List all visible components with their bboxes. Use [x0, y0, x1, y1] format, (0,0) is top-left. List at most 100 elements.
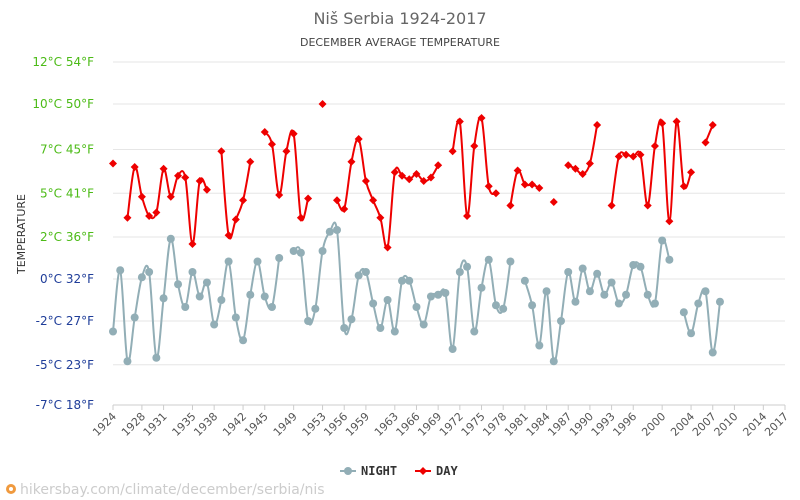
night-point-1982[interactable] — [528, 301, 537, 310]
night-point-1977[interactable] — [491, 301, 500, 310]
day-point-1936[interactable] — [195, 177, 204, 185]
night-point-1987[interactable] — [564, 268, 573, 276]
day-point-1956[interactable] — [340, 205, 349, 213]
night-point-1969[interactable] — [434, 290, 443, 299]
night-point-1935[interactable] — [188, 268, 197, 276]
night-point-1975[interactable] — [477, 283, 486, 292]
night-point-1992[interactable] — [600, 290, 609, 299]
night-point-1985[interactable] — [549, 357, 558, 366]
night-point-1946[interactable] — [267, 303, 276, 311]
day-point-1939[interactable] — [217, 147, 226, 156]
day-point-1968[interactable] — [426, 173, 435, 182]
day-point-2006[interactable] — [701, 138, 710, 147]
night-point-1953[interactable] — [318, 247, 327, 255]
night-point-1997[interactable] — [636, 262, 645, 271]
day-point-1958[interactable] — [354, 135, 363, 143]
day-point-1993[interactable] — [607, 201, 616, 210]
day-point-2003[interactable] — [679, 182, 688, 191]
day-point-1949[interactable] — [289, 129, 298, 138]
day-point-1969[interactable] — [434, 161, 443, 170]
day-point-1971[interactable] — [448, 147, 457, 156]
night-point-1994[interactable] — [614, 299, 623, 308]
day-point-1946[interactable] — [267, 140, 276, 149]
day-point-1926[interactable] — [123, 213, 132, 222]
night-point-1952[interactable] — [311, 304, 320, 313]
night-point-1926[interactable] — [123, 357, 132, 366]
night-point-1978[interactable] — [499, 304, 508, 313]
day-point-1943[interactable] — [246, 157, 255, 166]
legend-item-day[interactable]: DAY — [415, 464, 458, 478]
day-point-1998[interactable] — [643, 201, 652, 210]
night-point-1942[interactable] — [239, 336, 248, 345]
day-point-1994[interactable] — [614, 152, 623, 161]
day-point-2000[interactable] — [658, 119, 667, 128]
night-point-1931[interactable] — [159, 294, 168, 303]
night-point-1979[interactable] — [506, 257, 515, 266]
day-point-1990[interactable] — [585, 159, 594, 168]
day-point-1991[interactable] — [593, 121, 602, 129]
day-point-1962[interactable] — [383, 243, 392, 252]
day-point-1996[interactable] — [629, 152, 638, 161]
night-point-1937[interactable] — [202, 278, 211, 287]
night-point-1954[interactable] — [325, 227, 334, 236]
night-point-1951[interactable] — [304, 317, 313, 325]
legend-item-night[interactable]: NIGHT — [340, 464, 397, 478]
night-point-1996[interactable] — [629, 261, 638, 269]
night-point-1938[interactable] — [210, 320, 219, 329]
day-point-1929[interactable] — [145, 212, 154, 220]
day-point-1948[interactable] — [282, 147, 291, 156]
day-point-1979[interactable] — [506, 201, 515, 210]
night-point-1949[interactable] — [289, 247, 298, 255]
night-point-1958[interactable] — [354, 271, 363, 280]
night-point-1961[interactable] — [376, 324, 385, 332]
watermark[interactable]: hikersbay.com/climate/december/serbia/ni… — [6, 482, 325, 498]
day-point-1957[interactable] — [347, 157, 356, 166]
night-point-1972[interactable] — [455, 268, 464, 276]
night-point-2006[interactable] — [701, 287, 710, 296]
day-point-1941[interactable] — [231, 215, 240, 224]
night-point-1933[interactable] — [174, 280, 183, 289]
night-point-1967[interactable] — [419, 320, 428, 329]
day-point-1976[interactable] — [484, 182, 493, 191]
night-point-2005[interactable] — [694, 299, 703, 308]
night-point-1924[interactable] — [109, 327, 117, 336]
day-point-2004[interactable] — [687, 168, 696, 177]
night-point-1950[interactable] — [296, 248, 305, 257]
day-point-1999[interactable] — [650, 142, 659, 150]
day-point-1930[interactable] — [152, 208, 161, 217]
night-point-1989[interactable] — [578, 264, 587, 273]
night-point-2000[interactable] — [658, 236, 667, 245]
night-point-2007[interactable] — [708, 348, 717, 357]
day-point-1933[interactable] — [174, 171, 183, 180]
night-point-1925[interactable] — [116, 266, 125, 275]
day-point-1945[interactable] — [260, 128, 269, 136]
day-point-1940[interactable] — [224, 231, 233, 240]
day-point-1973[interactable] — [463, 212, 472, 220]
day-point-1987[interactable] — [564, 161, 573, 170]
night-point-2003[interactable] — [679, 308, 688, 317]
night-point-1998[interactable] — [643, 290, 652, 299]
legend[interactable]: NIGHT DAY — [340, 464, 458, 478]
day-point-1967[interactable] — [419, 177, 428, 185]
day-point-1950[interactable] — [296, 213, 305, 222]
day-point-1961[interactable] — [376, 213, 385, 222]
night-point-1934[interactable] — [181, 303, 190, 311]
day-point-1963[interactable] — [390, 168, 399, 177]
night-point-1991[interactable] — [593, 269, 602, 278]
day-point-1975[interactable] — [477, 114, 486, 122]
night-point-2004[interactable] — [687, 329, 696, 338]
night-point-1964[interactable] — [398, 276, 407, 285]
night-point-1956[interactable] — [340, 324, 349, 332]
night-point-1971[interactable] — [448, 345, 457, 353]
day-point-1960[interactable] — [369, 196, 378, 205]
day-point-1951[interactable] — [304, 194, 313, 203]
day-point-1977[interactable] — [491, 189, 500, 198]
night-point-1943[interactable] — [246, 290, 255, 299]
night-point-1957[interactable] — [347, 315, 356, 324]
night-point-1990[interactable] — [585, 287, 594, 296]
day-point-1983[interactable] — [535, 184, 544, 192]
night-point-1999[interactable] — [650, 299, 659, 308]
watermark-link[interactable]: hikersbay.com/climate/december/serbia/ni… — [20, 482, 325, 498]
day-point-2007[interactable] — [708, 121, 717, 129]
day-point-1931[interactable] — [159, 164, 168, 173]
